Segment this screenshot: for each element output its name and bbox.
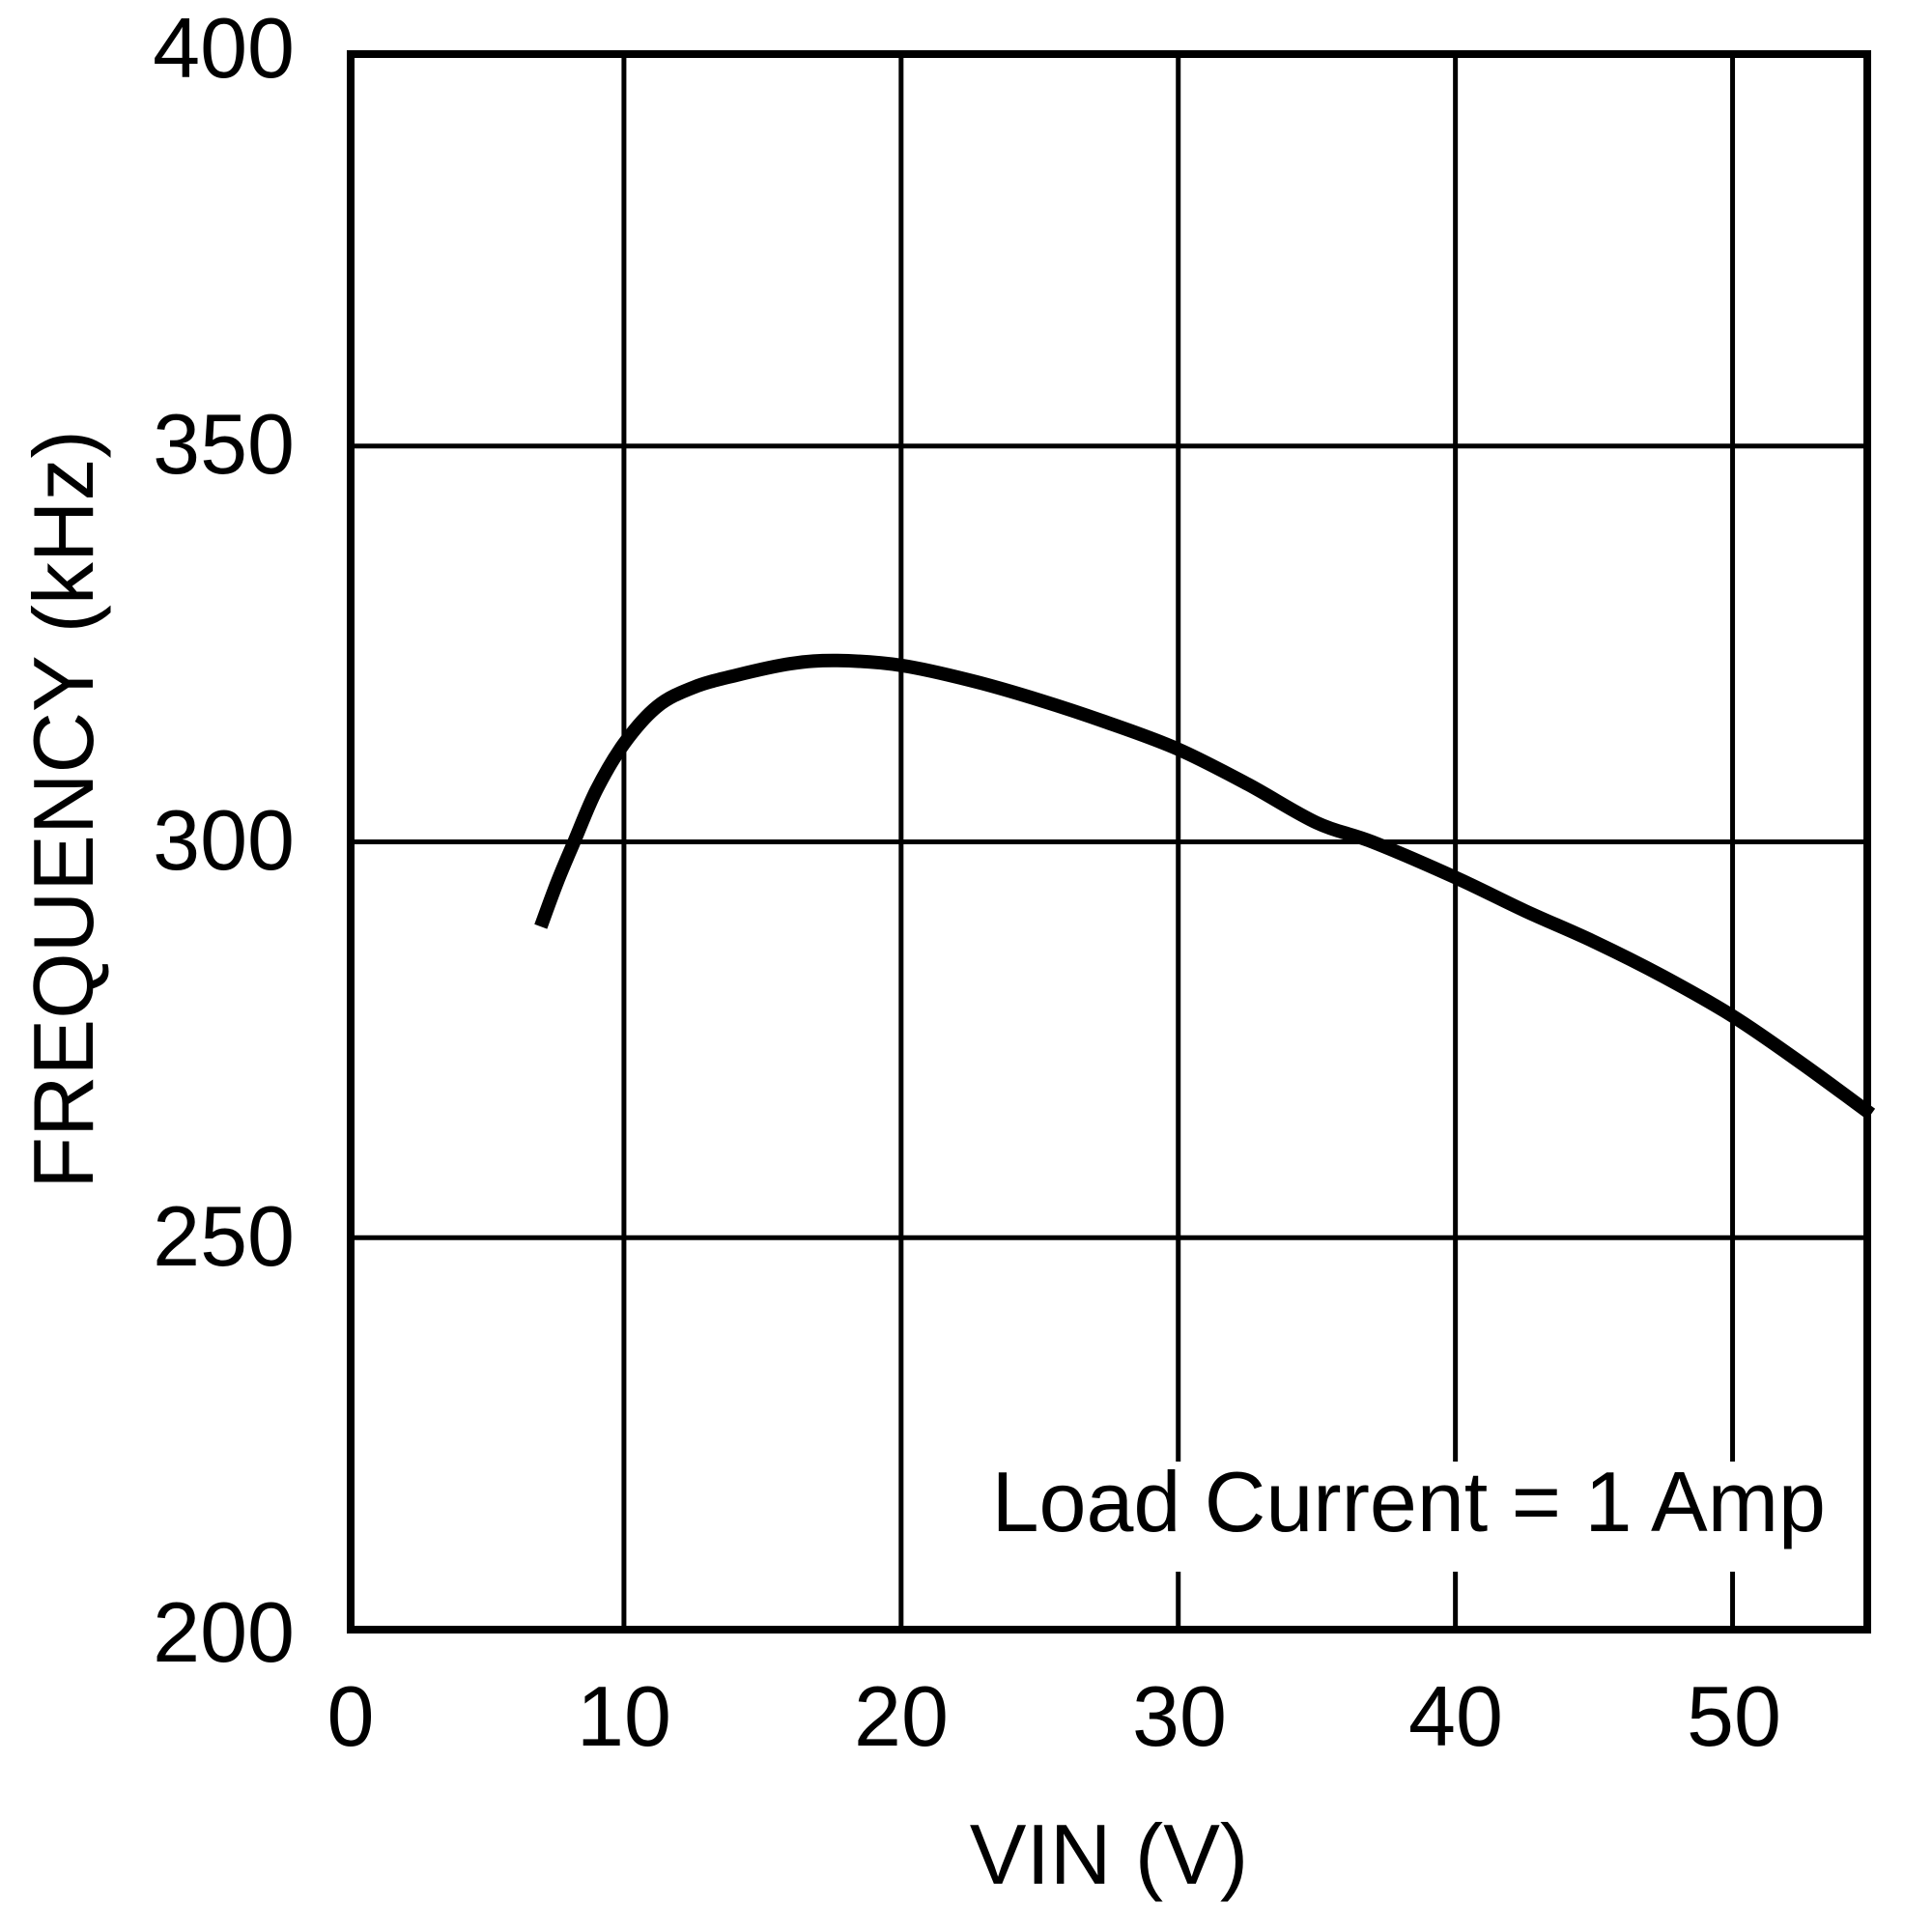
x-axis-title: VIN (V) xyxy=(970,1806,1248,1902)
x-axis-tick-labels: 0 10 20 30 40 50 xyxy=(327,1668,1781,1764)
load-current-annotation: Load Current = 1 Amp xyxy=(992,1454,1826,1549)
y-axis-title: FREQUENCY (kHz) xyxy=(15,430,111,1189)
x-tick-label: 40 xyxy=(1408,1668,1503,1764)
y-tick-label: 200 xyxy=(153,1584,295,1680)
x-tick-label: 30 xyxy=(1132,1668,1227,1764)
gridlines xyxy=(347,50,1871,1634)
x-tick-label: 0 xyxy=(327,1668,375,1764)
y-tick-label: 350 xyxy=(153,396,295,492)
annotation-background xyxy=(961,1462,1831,1572)
y-axis-tick-labels: 400 350 300 250 200 xyxy=(153,0,295,1680)
plot-frame xyxy=(347,50,1871,1634)
y-tick-label: 400 xyxy=(153,0,295,96)
x-tick-label: 50 xyxy=(1687,1668,1781,1764)
x-tick-label: 20 xyxy=(854,1668,949,1764)
y-tick-label: 300 xyxy=(153,792,295,888)
y-tick-label: 250 xyxy=(153,1188,295,1284)
frequency-curve xyxy=(534,653,1876,1121)
x-tick-label: 10 xyxy=(577,1668,671,1764)
